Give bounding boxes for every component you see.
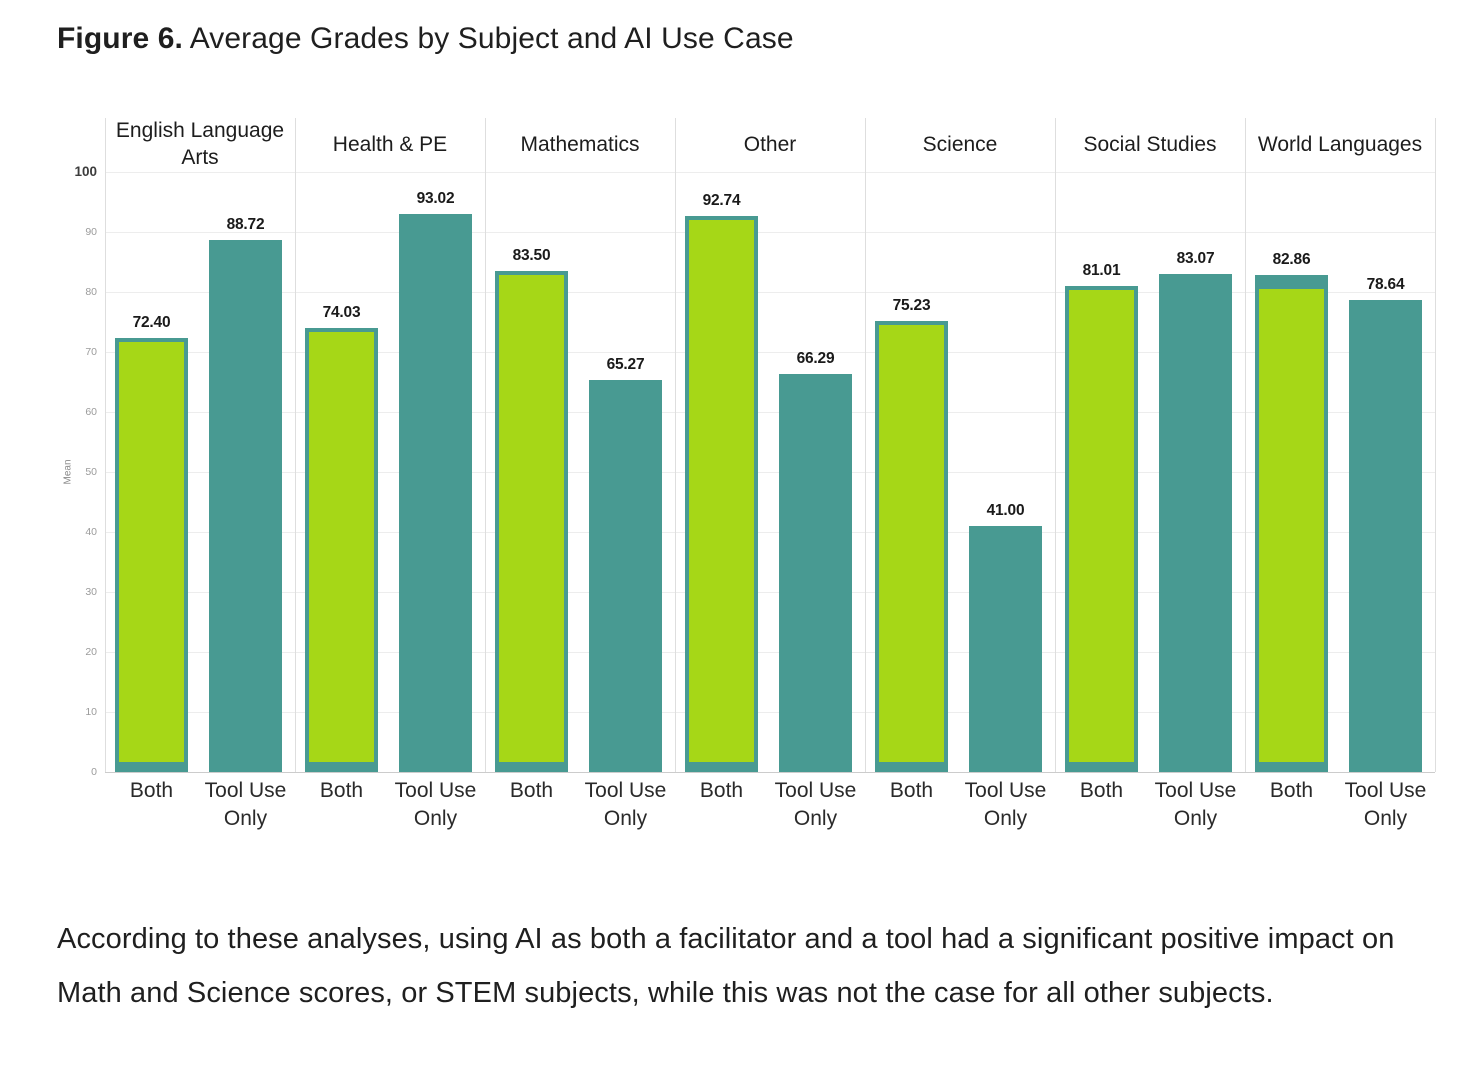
value-label-both-english-language-arts: 72.40 (132, 313, 171, 331)
bar-tool-use-only-english-language-arts (209, 239, 282, 772)
gridline-60 (105, 412, 1435, 413)
bar-fill-both-world-languages (1259, 288, 1324, 762)
bar-fill-both-other (689, 219, 754, 762)
panel-divider-5 (1055, 118, 1056, 772)
value-label-tool-use-only-english-language-arts: 88.72 (226, 215, 265, 233)
bar-both-science (875, 320, 948, 772)
panel-divider-7 (1435, 118, 1436, 772)
bar-both-health-pe (305, 327, 378, 772)
y-axis-line (105, 118, 106, 772)
panel-divider-2 (485, 118, 486, 772)
bar-tool-use-only-mathematics (589, 380, 662, 772)
value-label-both-world-languages: 82.86 (1272, 250, 1311, 268)
x-tick-both-world-languages: Both (1269, 779, 1314, 802)
y-tick-0: 0 (91, 766, 97, 778)
x-tick-tool-use-only-science: Tool Use Only (964, 779, 1047, 830)
gridline-20 (105, 652, 1435, 653)
value-label-tool-use-only-science: 41.00 (986, 502, 1025, 519)
figure-title: Figure 6. Average Grades by Subject and … (57, 22, 794, 56)
x-tick-tool-use-only-other: Tool Use Only (774, 779, 857, 830)
panel-divider-6 (1245, 118, 1246, 772)
x-tick-both-social-studies: Both (1079, 779, 1124, 802)
subject-header-mathematics: Mathematics (520, 132, 640, 156)
gridline-80 (105, 292, 1435, 293)
y-tick-10: 10 (85, 706, 97, 718)
x-tick-tool-use-only-social-studies: Tool Use Only (1154, 779, 1237, 830)
bar-fill-both-science (879, 324, 944, 762)
figure-title-text: Average Grades by Subject and AI Use Cas… (182, 22, 794, 55)
x-tick-both-mathematics: Both (509, 779, 554, 802)
x-tick-both-english-language-arts: Both (129, 779, 174, 802)
y-tick-70: 70 (85, 346, 97, 358)
bar-both-other (685, 215, 758, 772)
bar-tool-use-only-other (779, 374, 852, 772)
value-label-tool-use-only-mathematics: 65.27 (606, 356, 645, 374)
gridline-10 (105, 712, 1435, 713)
y-tick-50: 50 (85, 466, 97, 478)
bar-fill-both-mathematics (499, 275, 564, 762)
y-tick-100: 100 (74, 164, 97, 179)
y-tick-80: 80 (85, 286, 97, 298)
bar-chart: 100 90 80 70 60 50 40 30 20 10 0 Mean English Langua… (62, 118, 1436, 830)
panel-divider-3 (675, 118, 676, 772)
subject-header-world-languages: World Languages (1257, 132, 1423, 156)
subject-header-other: Other (743, 132, 797, 156)
subject-header-science: Science (922, 132, 998, 156)
y-axis-title: Mean (62, 459, 74, 485)
panel-divider-4 (865, 118, 866, 772)
subject-header-english-language-arts: English Language Arts (115, 119, 285, 169)
x-tick-both-health-pe: Both (319, 779, 364, 802)
bar-both-mathematics (495, 271, 568, 772)
value-label-tool-use-only-other: 66.29 (796, 350, 835, 368)
bar-both-world-languages (1255, 274, 1328, 772)
x-tick-both-science: Both (889, 779, 934, 802)
value-label-both-science: 75.23 (892, 296, 931, 314)
gridline-50 (105, 472, 1435, 473)
value-label-tool-use-only-social-studies: 83.07 (1176, 249, 1215, 267)
bar-tool-use-only-science (969, 526, 1042, 772)
value-label-tool-use-only-health-pe: 93.02 (416, 189, 455, 207)
y-tick-90: 90 (85, 226, 97, 238)
panel-divider-1 (295, 118, 296, 772)
gridline-90 (105, 232, 1435, 233)
y-tick-30: 30 (85, 586, 97, 598)
value-label-both-social-studies: 81.01 (1082, 261, 1121, 279)
x-tick-tool-use-only-health-pe: Tool Use Only (394, 779, 477, 830)
figure-label: Figure 6. (57, 22, 183, 55)
bar-both-social-studies (1065, 285, 1138, 772)
x-tick-tool-use-only-english-language-arts: Tool Use Only (204, 779, 287, 830)
bar-tool-use-only-social-studies (1159, 273, 1232, 772)
y-tick-40: 40 (85, 526, 97, 538)
y-tick-20: 20 (85, 646, 97, 658)
x-tick-tool-use-only-mathematics: Tool Use Only (584, 779, 667, 830)
x-axis-line (105, 772, 1435, 773)
value-label-tool-use-only-world-languages: 78.64 (1366, 276, 1405, 294)
bar-fill-both-social-studies (1069, 289, 1134, 762)
subject-header-health-pe: Health & PE (332, 132, 448, 156)
value-label-both-health-pe: 74.03 (322, 303, 361, 321)
value-label-both-other: 92.74 (702, 191, 741, 209)
bar-tool-use-only-health-pe (399, 213, 472, 772)
gridline-70 (105, 352, 1435, 353)
value-label-both-mathematics: 83.50 (512, 247, 551, 264)
figure-caption: According to these analyses, using AI as… (57, 923, 1395, 1009)
y-tick-60: 60 (85, 406, 97, 418)
gridline-30 (105, 592, 1435, 593)
bar-fill-both-english-language-arts (119, 341, 184, 762)
bar-fill-both-health-pe (309, 331, 374, 762)
x-tick-tool-use-only-world-languages: Tool Use Only (1344, 779, 1427, 830)
bar-both-english-language-arts (115, 337, 188, 772)
gridline-100 (105, 172, 1435, 173)
x-tick-both-other: Both (699, 779, 744, 802)
bar-tool-use-only-world-languages (1349, 300, 1422, 772)
gridline-40 (105, 532, 1435, 533)
subject-header-social-studies: Social Studies (1083, 132, 1217, 156)
